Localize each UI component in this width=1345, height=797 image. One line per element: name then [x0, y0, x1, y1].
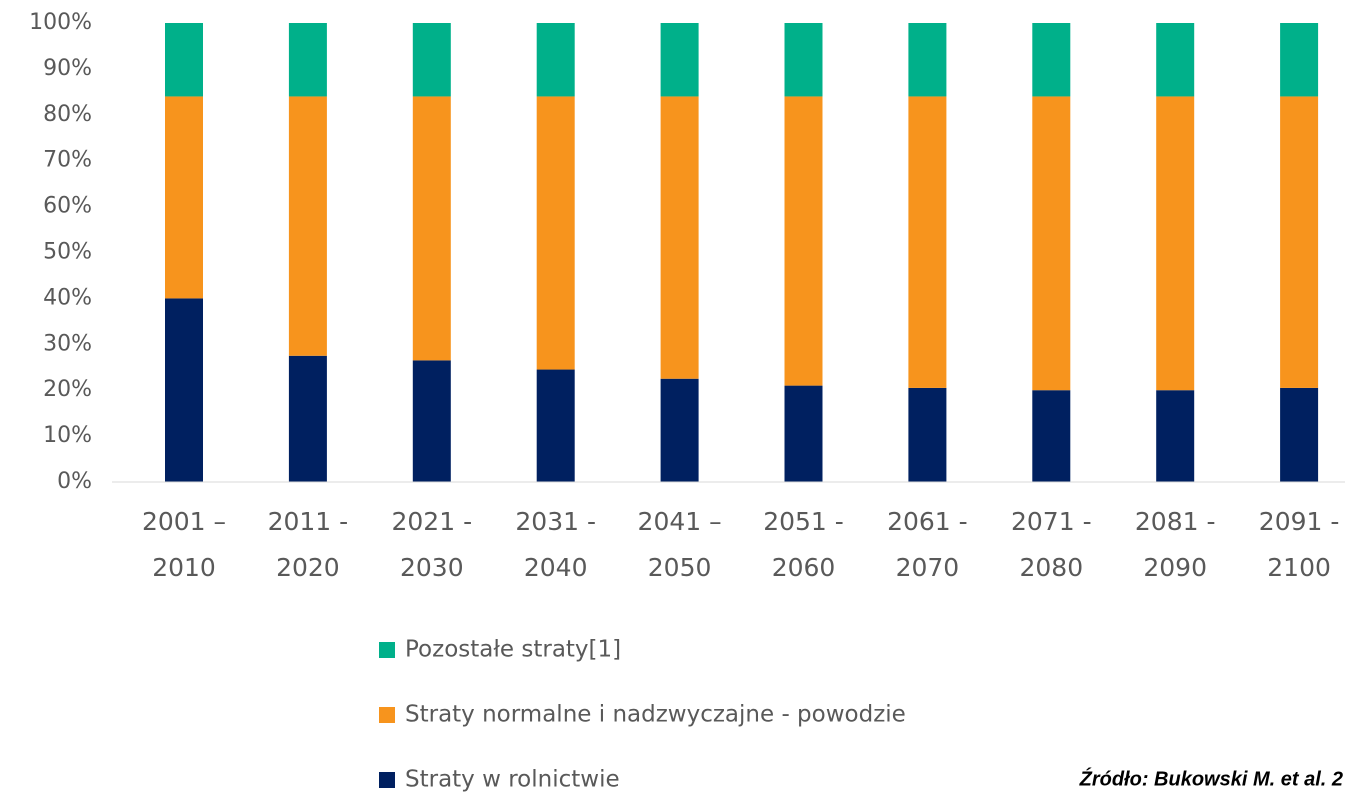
bar-segment [1280, 387, 1319, 482]
bar-segment [1156, 23, 1195, 97]
bar-segment [660, 23, 699, 97]
x-tick-label: 2100 [1267, 553, 1331, 582]
y-tick-label: 100% [29, 10, 92, 35]
y-tick-label: 40% [43, 285, 92, 310]
x-tick-label: 2091 - [1259, 507, 1340, 536]
x-tick-label: 2050 [648, 553, 712, 582]
x-tick-label: 2031 - [515, 507, 596, 536]
legend-swatch [379, 642, 395, 658]
legend-label: Straty normalne i nadzwyczajne - powodzi… [405, 702, 906, 728]
bar-segment [1032, 390, 1071, 482]
x-tick-label: 2060 [772, 553, 836, 582]
source: Źródło: Bukowski M. et al. 2 [1079, 767, 1343, 790]
y-tick-label: 80% [43, 102, 92, 127]
bar-segment [536, 369, 575, 482]
bar-segment [288, 96, 327, 356]
x-tick-label: 2040 [524, 553, 588, 582]
bar-segment [660, 96, 699, 379]
x-tick-label: 2071 - [1011, 507, 1092, 536]
x-tick-label: 2041 – [638, 507, 722, 536]
bar-segment [536, 23, 575, 97]
bar-segment [165, 96, 203, 299]
bar-segment [165, 298, 203, 482]
bar-segment [784, 23, 823, 97]
x-tick-label: 2070 [896, 553, 960, 582]
x-tick-label: 2020 [276, 553, 340, 582]
y-tick-label: 0% [57, 469, 92, 494]
bar-segment [908, 23, 947, 97]
bar-segment [288, 355, 327, 482]
bar-segment [784, 385, 823, 482]
bar-segment [412, 23, 451, 97]
bar-segment [536, 96, 575, 370]
bar-segment [1156, 390, 1195, 482]
x-tick-label: 2061 - [887, 507, 968, 536]
legend-swatch [379, 772, 395, 788]
x-tick-label: 2021 - [392, 507, 473, 536]
bar-segment [412, 360, 451, 482]
x-tick-label: 2030 [400, 553, 464, 582]
bar-segment [165, 23, 203, 97]
x-tick-label: 2090 [1143, 553, 1207, 582]
x-tick-label: 2011 - [268, 507, 349, 536]
bar-segment [1156, 96, 1195, 391]
bar-segment [1280, 96, 1319, 388]
x-tick-label: 2080 [1019, 553, 1083, 582]
x-tick-label: 2051 - [763, 507, 844, 536]
y-tick-label: 70% [43, 148, 92, 173]
y-tick-label: 60% [43, 194, 92, 219]
bar-segment [1280, 23, 1319, 97]
legend-label: Straty w rolnictwie [405, 767, 620, 793]
bar-segment [1032, 96, 1071, 391]
y-tick-label: 20% [43, 377, 92, 402]
bar-segment [1032, 23, 1071, 97]
y-tick-label: 10% [43, 423, 92, 448]
x-tick-label: 2001 – [142, 507, 226, 536]
x-tick-label: 2010 [152, 553, 216, 582]
bar-segment [412, 96, 451, 361]
y-tick-label: 90% [43, 56, 92, 81]
bar-segment [908, 387, 947, 482]
bar-segment [660, 378, 699, 482]
y-tick-label: 30% [43, 331, 92, 356]
x-tick-label: 2081 - [1135, 507, 1216, 536]
bar-segment [288, 23, 327, 97]
legend-label: Pozostałe straty[1] [405, 637, 621, 663]
y-tick-label: 50% [43, 240, 92, 265]
legend-swatch [379, 707, 395, 723]
bar-segment [784, 96, 823, 386]
bar-segment [908, 96, 947, 388]
